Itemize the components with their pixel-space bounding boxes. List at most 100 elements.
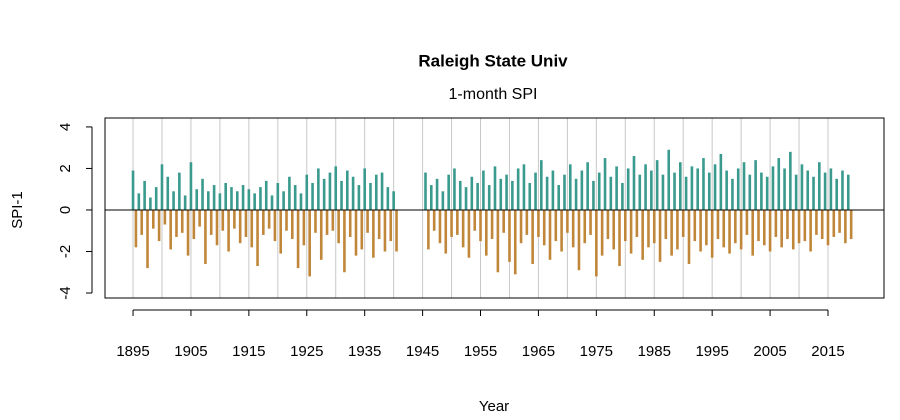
bar xyxy=(832,209,836,237)
bar xyxy=(722,209,726,248)
bar xyxy=(820,209,824,240)
x-axis-label: Year xyxy=(479,398,509,415)
bar xyxy=(829,168,833,210)
bar xyxy=(221,209,225,231)
bar xyxy=(710,209,714,258)
bar xyxy=(534,172,537,210)
bar xyxy=(322,178,326,210)
bar xyxy=(641,209,644,260)
bar xyxy=(273,209,277,242)
bar xyxy=(780,209,783,248)
bar xyxy=(247,189,251,210)
bar xyxy=(314,209,317,233)
bar xyxy=(204,209,207,264)
bar xyxy=(739,209,743,250)
bar xyxy=(765,176,769,210)
bar xyxy=(592,180,595,210)
bar xyxy=(618,209,621,267)
bar xyxy=(218,193,222,210)
y-tick-label: 4 xyxy=(57,123,74,131)
bar xyxy=(308,209,311,277)
bar xyxy=(305,174,309,210)
bar xyxy=(163,209,167,225)
bar xyxy=(505,174,508,210)
bar xyxy=(131,170,135,210)
y-tick-label: 0 xyxy=(57,206,74,214)
bar xyxy=(777,158,781,210)
bar xyxy=(438,209,442,244)
bar xyxy=(366,209,369,233)
bar xyxy=(172,191,175,210)
bar xyxy=(545,176,549,210)
bar xyxy=(571,209,575,248)
bar xyxy=(826,209,830,246)
bar xyxy=(687,209,691,264)
bar xyxy=(734,209,737,244)
bar xyxy=(609,176,613,210)
bar xyxy=(166,176,170,210)
bar xyxy=(363,168,366,210)
bar xyxy=(186,209,190,256)
bar xyxy=(551,170,555,210)
bar xyxy=(276,182,280,210)
bar xyxy=(797,209,801,244)
bar xyxy=(670,209,673,256)
bar xyxy=(238,209,242,244)
bar xyxy=(519,209,523,244)
bar xyxy=(372,209,375,258)
bar xyxy=(288,176,291,210)
x-tick-label: 1905 xyxy=(174,343,207,360)
y-tick-label: 2 xyxy=(57,164,74,172)
bar xyxy=(603,158,607,210)
bar xyxy=(429,185,433,210)
bar xyxy=(146,209,149,269)
bar xyxy=(209,209,213,235)
bar xyxy=(566,209,569,233)
bar xyxy=(183,195,187,210)
bar xyxy=(493,166,497,210)
bar xyxy=(786,209,789,240)
bar xyxy=(189,162,193,210)
bar xyxy=(809,209,812,252)
bar xyxy=(679,162,682,210)
bar xyxy=(676,209,679,250)
bar xyxy=(461,209,465,248)
bar xyxy=(432,209,436,231)
bar xyxy=(285,209,288,231)
bar xyxy=(513,209,517,275)
bar xyxy=(192,209,196,240)
bar xyxy=(528,182,532,210)
bar xyxy=(262,209,265,235)
bar xyxy=(693,209,697,242)
bar xyxy=(476,182,479,210)
bar xyxy=(580,170,584,210)
bar xyxy=(331,209,335,231)
bar xyxy=(577,209,581,271)
bar xyxy=(380,172,384,210)
bar xyxy=(374,174,378,210)
bar xyxy=(178,172,181,210)
bar xyxy=(319,209,323,260)
bar xyxy=(537,209,540,237)
bar xyxy=(560,209,563,252)
bar xyxy=(250,209,254,248)
bar xyxy=(482,170,485,210)
x-tick-label: 1955 xyxy=(464,343,497,360)
bar xyxy=(392,191,395,210)
bar xyxy=(774,209,778,237)
bar xyxy=(586,162,589,210)
bar xyxy=(626,168,630,210)
bar xyxy=(151,209,155,229)
bar xyxy=(713,164,717,210)
bar xyxy=(490,209,494,240)
x-tick-label: 1985 xyxy=(638,343,671,360)
bar xyxy=(655,160,659,210)
x-tick-label: 1925 xyxy=(290,343,323,360)
bar xyxy=(658,209,662,262)
bar xyxy=(525,209,529,235)
bar xyxy=(235,191,239,210)
bar xyxy=(635,209,639,237)
bar xyxy=(456,209,459,235)
bar xyxy=(574,178,578,210)
